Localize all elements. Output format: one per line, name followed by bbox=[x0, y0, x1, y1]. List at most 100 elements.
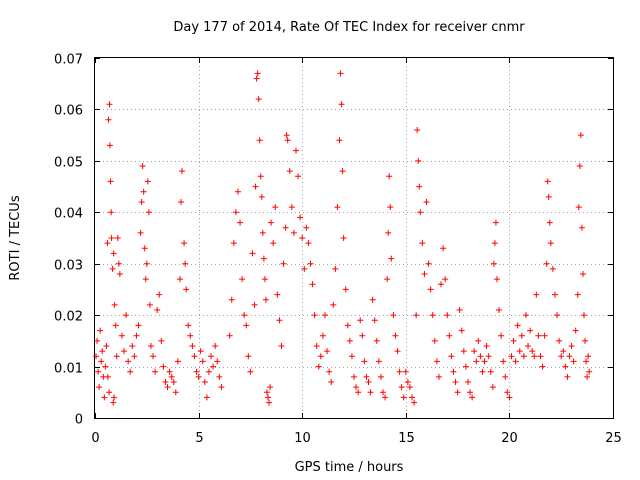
data-point bbox=[344, 322, 351, 329]
data-point bbox=[97, 327, 104, 334]
data-point bbox=[556, 337, 563, 344]
data-point bbox=[475, 337, 482, 344]
data-point bbox=[258, 193, 265, 200]
data-point bbox=[415, 157, 422, 164]
data-point bbox=[585, 353, 592, 360]
data-point bbox=[584, 373, 591, 380]
data-point bbox=[145, 209, 152, 216]
data-point bbox=[384, 276, 391, 283]
data-point bbox=[267, 384, 274, 391]
data-point bbox=[518, 332, 525, 339]
data-point bbox=[539, 363, 546, 370]
data-point bbox=[138, 199, 145, 205]
data-point bbox=[268, 219, 275, 226]
data-point bbox=[243, 322, 250, 329]
data-point bbox=[172, 389, 179, 396]
data-point bbox=[547, 240, 554, 247]
data-point bbox=[274, 291, 281, 298]
data-point bbox=[339, 168, 346, 175]
data-point bbox=[261, 276, 268, 283]
data-point bbox=[369, 296, 376, 303]
data-point bbox=[446, 332, 453, 339]
data-point bbox=[386, 173, 393, 180]
data-point bbox=[266, 399, 273, 406]
data-point bbox=[330, 301, 337, 308]
data-point bbox=[537, 353, 544, 360]
data-point bbox=[479, 368, 486, 375]
data-point bbox=[121, 348, 128, 355]
data-point bbox=[578, 224, 585, 231]
data-point bbox=[174, 358, 181, 365]
data-point bbox=[572, 327, 579, 334]
data-point bbox=[263, 389, 270, 396]
data-point bbox=[413, 312, 420, 319]
data-point bbox=[203, 394, 210, 401]
data-point bbox=[115, 260, 122, 267]
data-point bbox=[425, 260, 432, 267]
data-point bbox=[280, 260, 287, 267]
data-point bbox=[337, 70, 344, 77]
x-tick-labels: 0 5 10 15 20 25 bbox=[91, 431, 621, 446]
x-tick-label: 5 bbox=[195, 431, 203, 446]
data-point bbox=[247, 368, 254, 375]
y-tick-label: 0.05 bbox=[54, 156, 83, 171]
data-point bbox=[96, 384, 103, 391]
data-point bbox=[411, 399, 418, 406]
data-point bbox=[93, 353, 100, 360]
data-point bbox=[328, 379, 335, 385]
data-point bbox=[564, 373, 571, 380]
data-point bbox=[435, 373, 442, 380]
data-point bbox=[506, 394, 513, 401]
data-point bbox=[493, 276, 500, 283]
data-point bbox=[346, 337, 353, 344]
data-point bbox=[373, 337, 380, 344]
data-point bbox=[377, 373, 384, 380]
data-point bbox=[450, 368, 457, 375]
y-tick-label: 0.06 bbox=[54, 104, 83, 119]
data-point bbox=[452, 379, 459, 385]
y-tick-label: 0.01 bbox=[54, 362, 83, 377]
data-point bbox=[473, 358, 480, 365]
data-point bbox=[456, 307, 463, 313]
data-point bbox=[249, 250, 256, 257]
data-point bbox=[402, 368, 409, 375]
data-point bbox=[106, 142, 113, 149]
data-points bbox=[93, 70, 593, 406]
data-point bbox=[133, 332, 140, 339]
data-point bbox=[543, 260, 550, 267]
data-point bbox=[189, 343, 196, 349]
data-point bbox=[309, 281, 316, 288]
data-point bbox=[490, 260, 497, 267]
data-point bbox=[566, 353, 573, 360]
data-point bbox=[177, 199, 184, 205]
data-point bbox=[118, 332, 125, 339]
data-point bbox=[170, 379, 177, 385]
data-point bbox=[586, 368, 593, 375]
data-point bbox=[137, 229, 144, 236]
data-point bbox=[162, 379, 169, 385]
data-point bbox=[106, 389, 113, 396]
data-point bbox=[143, 260, 150, 267]
data-point bbox=[288, 204, 295, 211]
data-point bbox=[110, 250, 117, 257]
data-point bbox=[363, 373, 370, 380]
data-point bbox=[348, 353, 355, 360]
data-point bbox=[262, 296, 269, 303]
data-point bbox=[427, 286, 434, 293]
data-point bbox=[365, 379, 372, 385]
data-point bbox=[355, 389, 362, 396]
data-point bbox=[579, 271, 586, 277]
y-tick-label: 0 bbox=[75, 413, 83, 428]
data-point bbox=[433, 358, 440, 365]
data-point bbox=[438, 281, 445, 288]
data-point bbox=[382, 394, 389, 401]
data-point bbox=[152, 368, 159, 375]
data-point bbox=[546, 219, 553, 226]
data-point bbox=[201, 379, 208, 385]
data-point bbox=[297, 214, 304, 221]
data-point bbox=[400, 394, 407, 401]
data-point bbox=[218, 384, 225, 391]
data-point bbox=[380, 389, 387, 396]
data-point bbox=[166, 368, 173, 375]
data-point bbox=[500, 358, 507, 365]
